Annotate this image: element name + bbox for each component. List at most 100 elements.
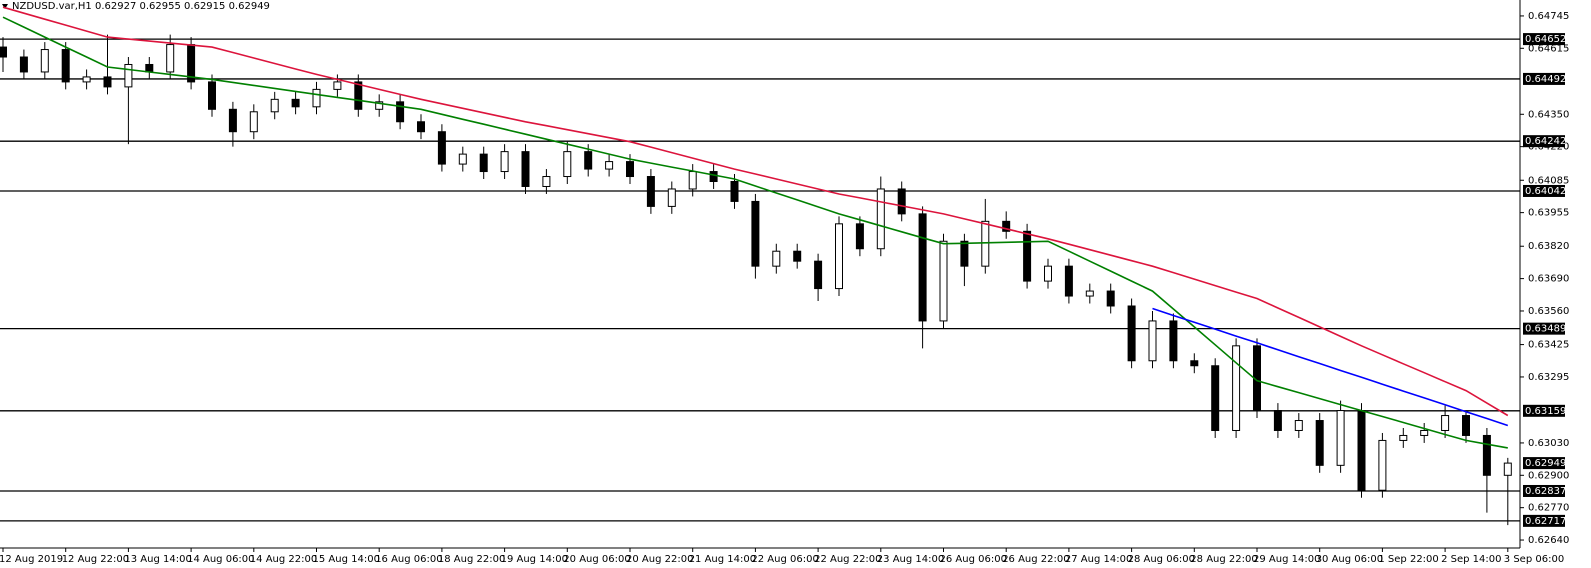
x-tick-label: 20 Aug 22:00 bbox=[626, 554, 693, 565]
candle-body bbox=[1294, 420, 1303, 431]
candle-body bbox=[1315, 420, 1324, 466]
level-label-box bbox=[1523, 33, 1565, 46]
chart-title: NZDUSD.var,H1 0.62927 0.62955 0.62915 0.… bbox=[12, 1, 270, 12]
level-label: 0.64242 bbox=[1525, 136, 1566, 147]
x-tick-label: 22 Aug 22:00 bbox=[814, 554, 881, 565]
y-tick-label: 0.62770 bbox=[1528, 503, 1569, 514]
y-tick-label: 0.63425 bbox=[1528, 340, 1569, 351]
candle-body bbox=[61, 49, 70, 83]
y-tick-label: 0.64745 bbox=[1528, 11, 1569, 22]
level-label-box bbox=[1523, 184, 1565, 197]
candle-body bbox=[1023, 230, 1032, 282]
candle-body bbox=[1085, 290, 1094, 297]
candle-body bbox=[1211, 365, 1220, 431]
candle-body bbox=[375, 101, 384, 110]
candle-body bbox=[354, 81, 363, 110]
candle-body bbox=[835, 223, 843, 290]
x-tick-label: 29 Aug 14:00 bbox=[1253, 554, 1320, 565]
candle-body bbox=[688, 171, 697, 190]
x-tick-label: 20 Aug 06:00 bbox=[563, 554, 630, 565]
indicator-line bbox=[2, 6, 1509, 417]
candle-body bbox=[709, 171, 718, 183]
candle-body bbox=[563, 151, 572, 178]
x-tick-label: 14 Aug 06:00 bbox=[187, 554, 254, 565]
y-tick-label: 0.64085 bbox=[1528, 175, 1569, 186]
x-tick-label: 28 Aug 22:00 bbox=[1190, 554, 1257, 565]
candle-body bbox=[730, 181, 739, 202]
candle-body bbox=[1232, 345, 1241, 431]
candle-body bbox=[396, 101, 405, 123]
candle-body bbox=[437, 131, 446, 165]
y-tick-label: 0.63820 bbox=[1528, 241, 1569, 252]
candle-body bbox=[960, 240, 969, 267]
candle-body bbox=[918, 213, 927, 322]
level-label: 0.64652 bbox=[1525, 34, 1566, 45]
candle-body bbox=[1273, 410, 1282, 431]
y-tick-label: 0.62900 bbox=[1528, 470, 1569, 481]
candle-body bbox=[270, 98, 279, 113]
x-tick-label: 27 Aug 14:00 bbox=[1065, 554, 1132, 565]
candle-body bbox=[1357, 410, 1366, 491]
x-tick-label: 26 Aug 06:00 bbox=[940, 554, 1007, 565]
y-tick-label: 0.63955 bbox=[1528, 208, 1569, 219]
candle-body bbox=[584, 151, 593, 170]
level-label: 0.63159 bbox=[1525, 406, 1566, 417]
candle-body bbox=[1420, 429, 1429, 436]
candle-body bbox=[897, 188, 906, 215]
candle-body bbox=[103, 76, 112, 88]
candle-body bbox=[82, 76, 91, 83]
candle-body bbox=[646, 176, 655, 207]
y-tick-label: 0.63295 bbox=[1528, 372, 1569, 383]
level-label: 0.62837 bbox=[1525, 486, 1566, 497]
x-tick-label: 13 Aug 14:00 bbox=[124, 554, 191, 565]
candle-body bbox=[1169, 320, 1178, 362]
candle-body bbox=[1482, 434, 1491, 476]
y-tick-label: 0.63690 bbox=[1528, 274, 1569, 285]
candle-body bbox=[1106, 290, 1115, 307]
candle-body bbox=[1148, 320, 1157, 362]
x-tick-label: 12 Aug 2019 bbox=[0, 554, 63, 565]
candle-body bbox=[855, 223, 864, 250]
x-tick-label: 28 Aug 06:00 bbox=[1128, 554, 1195, 565]
candle-body bbox=[876, 188, 885, 250]
level-label: 0.64042 bbox=[1525, 186, 1566, 197]
candle-body bbox=[333, 81, 342, 90]
candle-body bbox=[626, 161, 634, 178]
x-tick-label: 2 Sep 14:00 bbox=[1441, 554, 1501, 565]
y-tick-label: 0.63560 bbox=[1528, 306, 1569, 317]
candle-body bbox=[0, 46, 7, 58]
indicator-line bbox=[2, 16, 1508, 449]
level-label-box bbox=[1523, 404, 1565, 417]
price-label-box bbox=[1523, 457, 1565, 470]
level-label: 0.64492 bbox=[1525, 74, 1566, 85]
level-label-box bbox=[1523, 484, 1565, 497]
x-tick-label: 30 Aug 06:00 bbox=[1316, 554, 1383, 565]
x-tick-label: 21 Aug 14:00 bbox=[689, 554, 756, 565]
x-tick-label: 12 Aug 22:00 bbox=[62, 554, 129, 565]
level-label-box bbox=[1523, 72, 1565, 85]
candle-body bbox=[521, 151, 530, 187]
level-label-box bbox=[1523, 135, 1565, 148]
candle-body bbox=[291, 98, 300, 108]
candle-body bbox=[1462, 415, 1470, 436]
x-tick-label: 3 Sep 06:00 bbox=[1504, 554, 1564, 565]
candle-body bbox=[1044, 265, 1052, 282]
y-tick-label: 0.63030 bbox=[1528, 438, 1569, 449]
candle-body bbox=[981, 220, 990, 267]
y-tick-label: 0.64350 bbox=[1528, 109, 1569, 120]
candle-body bbox=[1336, 410, 1345, 466]
candle-body bbox=[166, 44, 175, 73]
candle-body bbox=[751, 200, 760, 267]
candle-body bbox=[249, 111, 258, 133]
menu-arrow[interactable] bbox=[2, 4, 8, 9]
x-tick-label: 1 Sep 22:00 bbox=[1378, 554, 1438, 565]
candle-body bbox=[500, 151, 509, 173]
candle-body bbox=[1378, 439, 1387, 491]
level-label: 0.62717 bbox=[1525, 516, 1566, 527]
level-label-box bbox=[1523, 514, 1565, 527]
candle-body bbox=[145, 63, 154, 73]
x-tick-label: 14 Aug 22:00 bbox=[250, 554, 317, 565]
